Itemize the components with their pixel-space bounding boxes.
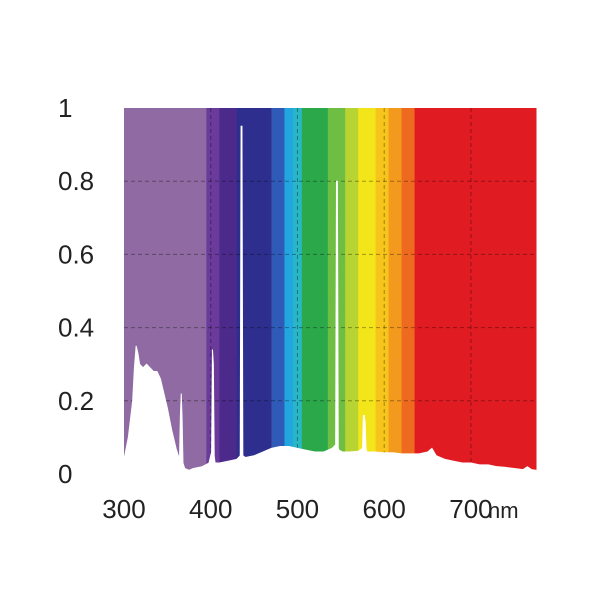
y-tick-label: 0.4 — [58, 313, 94, 343]
spectrum-band-5 — [284, 108, 294, 474]
x-tick-label: 600 — [363, 494, 406, 524]
y-tick-label: 0.6 — [58, 239, 94, 269]
spectrum-band-12 — [388, 108, 403, 474]
spectrum-band-6 — [293, 108, 303, 474]
x-tick-label: 300 — [102, 494, 145, 524]
y-tick-label: 0.2 — [58, 386, 94, 416]
x-axis-ticks: 300 400 500 600 700 — [102, 494, 492, 524]
y-axis-ticks: 0 0.2 0.4 0.6 0.8 1 — [58, 93, 94, 489]
spectrum-band-9 — [345, 108, 359, 474]
spectrum-bands — [124, 108, 537, 474]
spectrum-band-13 — [401, 108, 416, 474]
x-axis-unit-label: nm — [488, 498, 519, 523]
spectrum-band-1 — [206, 108, 220, 474]
gridlines — [124, 108, 536, 474]
spectrum-band-2 — [219, 108, 238, 474]
spectrum-band-11 — [375, 108, 390, 474]
spectrum-band-7 — [301, 108, 329, 474]
spectrum-band-4 — [271, 108, 285, 474]
x-tick-label: 400 — [189, 494, 232, 524]
y-tick-label: 1 — [58, 93, 72, 123]
x-tick-label: 500 — [276, 494, 319, 524]
y-tick-label: 0 — [58, 459, 72, 489]
x-tick-label: 700 — [449, 494, 492, 524]
spectrum-band-10 — [358, 108, 377, 474]
emission-spectrum-curve — [123, 125, 537, 475]
spectrum-band-14 — [414, 108, 537, 474]
y-tick-label: 0.8 — [58, 166, 94, 196]
